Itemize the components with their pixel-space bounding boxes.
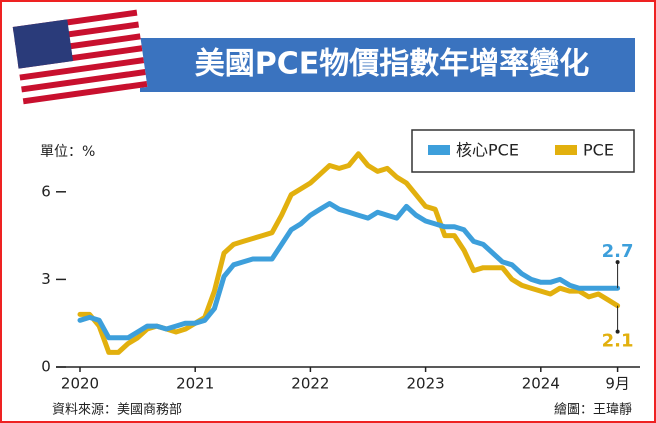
x-tick-label: 2021	[176, 375, 214, 393]
credit: 繪圖：王瑋靜	[554, 402, 632, 418]
chart-title: 美國PCE物價指數年增率變化	[195, 47, 590, 82]
legend-swatch	[428, 145, 450, 155]
x-tick-label: 2023	[407, 375, 445, 393]
unit-label: 單位：%	[40, 144, 95, 160]
title-banner	[140, 38, 635, 92]
x-tick-label: 9月	[605, 375, 630, 393]
label-dot	[615, 329, 620, 334]
y-tick-label: 3	[41, 270, 51, 288]
flag	[12, 9, 148, 105]
data-label: 2.7	[602, 241, 634, 262]
data-label: 2.1	[602, 331, 634, 352]
source: 資料來源：美國商務部	[52, 403, 182, 418]
x-tick-label: 2022	[291, 375, 329, 393]
y-tick-label: 6	[41, 182, 51, 200]
legend-label: 核心PCE	[456, 141, 519, 160]
series-line	[77, 201, 621, 341]
legend-swatch	[555, 145, 577, 155]
y-tick-label: 0	[41, 358, 51, 376]
x-tick-label: 2024	[522, 375, 560, 393]
x-tick-label: 2020	[61, 375, 99, 393]
label-dot	[615, 260, 620, 265]
legend-label: PCE	[583, 141, 614, 160]
